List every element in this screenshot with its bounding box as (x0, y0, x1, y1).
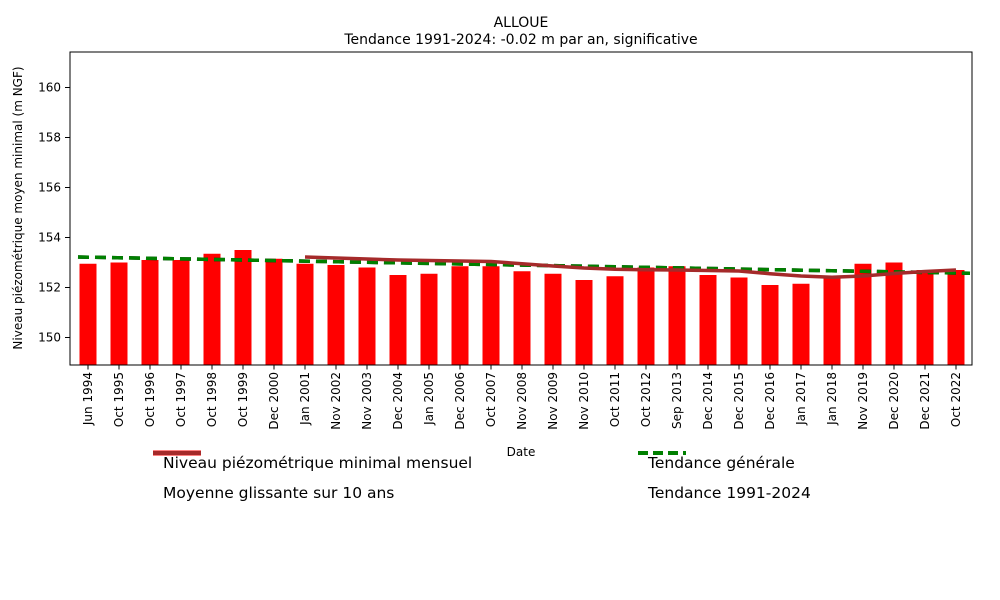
x-tick-label: Nov 2003 (360, 372, 374, 430)
legend-item: Moyenne glissante sur 10 ans (153, 451, 472, 508)
bar (110, 262, 128, 365)
bars-group (79, 250, 965, 365)
lines-group (77, 255, 971, 279)
y-tick-label: 154 (38, 231, 61, 245)
x-tick-label: Oct 1997 (174, 372, 188, 427)
y-axis-label: Niveau piézométrique moyen minimal (m NG… (11, 66, 25, 349)
x-tick-label: Sep 2013 (670, 372, 684, 429)
legend-label: Tendance générale (648, 454, 795, 472)
legend-column-1: Niveau piézométrique minimal mensuel Moye… (153, 448, 472, 508)
x-tick-label: Nov 2002 (329, 372, 343, 430)
bar (544, 273, 562, 365)
x-tick-label: Jun 1994 (81, 372, 95, 426)
x-tick-label: Dec 2020 (887, 372, 901, 430)
bar (761, 285, 779, 365)
y-tick-label: 160 (38, 81, 61, 95)
legend-label: Moyenne glissante sur 10 ans (163, 484, 395, 502)
bar (358, 267, 376, 365)
x-tick-label: Oct 2007 (484, 372, 498, 427)
y-axis-ticks: 150 152 154 156 158 160 (38, 81, 70, 345)
y-tick-label: 158 (38, 131, 61, 145)
x-tick-label: Oct 2022 (949, 372, 963, 427)
bar (513, 271, 531, 365)
x-tick-label: Dec 2004 (391, 372, 405, 430)
x-tick-label: Dec 2021 (918, 372, 932, 430)
bar (79, 263, 97, 365)
x-tick-label: Nov 2008 (515, 372, 529, 430)
y-tick-label: 150 (38, 331, 61, 345)
y-tick-label: 156 (38, 181, 61, 195)
bar (637, 267, 655, 365)
x-tick-label: Oct 1995 (112, 372, 126, 427)
x-tick-label: Dec 2016 (763, 372, 777, 430)
bar (699, 275, 717, 365)
x-tick-label: Nov 2010 (577, 372, 591, 430)
x-tick-label: Jan 2018 (825, 372, 839, 426)
x-tick-label: Nov 2019 (856, 372, 870, 430)
y-tick-label: 152 (38, 281, 61, 295)
legend-label: Tendance 1991-2024 (648, 484, 811, 502)
legend-swatch-dashed-line-icon (638, 451, 686, 455)
plot-border (69, 51, 973, 366)
bar (854, 263, 872, 365)
x-tick-label: Jan 2001 (298, 372, 312, 426)
bar (885, 262, 903, 365)
bar (482, 266, 500, 365)
x-tick-label: Dec 2015 (732, 372, 746, 430)
bar (792, 283, 810, 365)
bar (575, 280, 593, 365)
bar (606, 276, 624, 365)
bar (947, 270, 965, 365)
x-tick-label: Dec 2014 (701, 372, 715, 430)
x-axis-ticks: Jun 1994 Oct 1995 Oct 1996 Oct 1997 Oct 1998… (81, 365, 963, 430)
x-tick-label: Dec 2000 (267, 372, 281, 430)
bar (327, 265, 345, 365)
x-tick-label: Dec 2006 (453, 372, 467, 430)
bar (172, 260, 190, 365)
x-tick-label: Nov 2009 (546, 372, 560, 430)
bar (234, 250, 252, 365)
x-tick-label: Jan 2017 (794, 372, 808, 426)
bar (389, 275, 407, 365)
bar (203, 253, 221, 365)
bar (420, 273, 438, 365)
chart-title: ALLOUE (494, 15, 549, 31)
bar (730, 277, 748, 365)
bar (296, 263, 314, 365)
x-tick-label: Oct 1998 (205, 372, 219, 427)
legend-item: Tendance 1991-2024 (638, 451, 811, 508)
rolling-mean-line (304, 255, 957, 279)
x-tick-label: Jan 2005 (422, 372, 436, 426)
x-axis-label: Date (507, 445, 536, 459)
legend-swatch-solid-line-icon (153, 451, 201, 455)
x-tick-label: Oct 2011 (608, 372, 622, 427)
bar (141, 260, 159, 365)
legend-column-2: Tendance générale Tendance 1991-2024 (638, 448, 811, 508)
x-tick-label: Oct 2012 (639, 372, 653, 427)
x-tick-label: Oct 1999 (236, 372, 250, 427)
legend-label: Niveau piézométrique minimal mensuel (163, 454, 473, 472)
bar (451, 266, 469, 365)
bar (668, 266, 686, 365)
bar (823, 277, 841, 365)
x-tick-label: Oct 1996 (143, 372, 157, 427)
chart-subtitle: Tendance 1991-2024: -0.02 m par an, sign… (343, 32, 697, 48)
bar (916, 270, 934, 365)
bar (265, 258, 283, 365)
